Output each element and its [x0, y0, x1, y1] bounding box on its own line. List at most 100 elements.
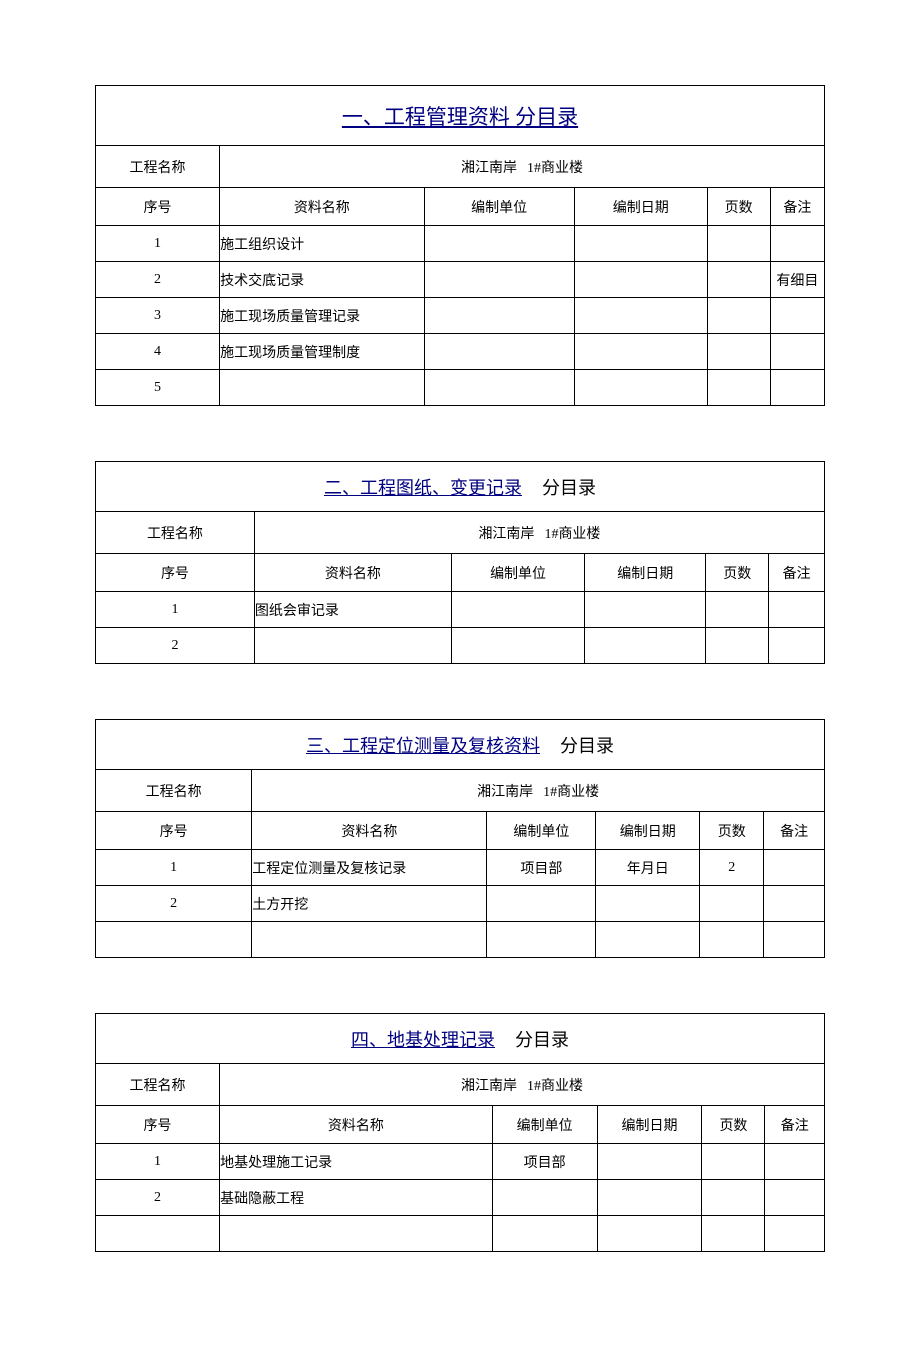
cell-pages [707, 334, 770, 370]
cell-date [574, 226, 707, 262]
cell-date [596, 922, 700, 958]
section-title-main: 四、地基处理记录 [351, 1030, 495, 1050]
cell-unit [492, 1180, 597, 1216]
table-row: 1工程定位测量及复核记录项目部年月日2 [96, 850, 825, 886]
cell-seq: 1 [96, 592, 255, 628]
project-name-value: 湘江南岸1#商业楼 [220, 146, 825, 188]
table-row: 2基础隐蔽工程 [96, 1180, 825, 1216]
table-row: 2 [96, 628, 825, 664]
cell-date [597, 1180, 702, 1216]
cell-notes: 有细目 [770, 262, 824, 298]
cell-unit [487, 886, 596, 922]
cell-pages [707, 298, 770, 334]
header-pages: 页数 [706, 554, 769, 592]
cell-unit: 项目部 [487, 850, 596, 886]
cell-date [597, 1144, 702, 1180]
cell-notes [765, 1180, 825, 1216]
header-unit: 编制单位 [424, 188, 574, 226]
cell-unit [487, 922, 596, 958]
header-unit: 编制单位 [487, 812, 596, 850]
section-table-4: 四、地基处理记录分目录工程名称湘江南岸1#商业楼序号资料名称编制单位编制日期页数… [95, 1013, 825, 1252]
table-row: 2技术交底记录 有细目 [96, 262, 825, 298]
header-name: 资料名称 [252, 812, 487, 850]
cell-notes [765, 1216, 825, 1252]
cell-seq: 2 [96, 262, 220, 298]
section-title: 一、工程管理资料 分目录 [96, 86, 825, 146]
cell-notes [764, 850, 825, 886]
project-suffix: 1#商业楼 [544, 527, 600, 542]
cell-pages: 2 [700, 850, 764, 886]
cell-date [585, 628, 706, 664]
cell-seq: 4 [96, 334, 220, 370]
cell-notes [769, 628, 825, 664]
section-title: 二、工程图纸、变更记录分目录 [96, 462, 825, 512]
table-row [96, 1216, 825, 1252]
cell-name: 基础隐蔽工程 [220, 1180, 493, 1216]
header-seq: 序号 [96, 554, 255, 592]
table-row: 3施工现场质量管理记录 [96, 298, 825, 334]
cell-unit [424, 370, 574, 406]
project-name-label: 工程名称 [96, 770, 252, 812]
table-row: 4施工现场质量管理制度 [96, 334, 825, 370]
header-date: 编制日期 [574, 188, 707, 226]
cell-name: 施工组织设计 [220, 226, 424, 262]
cell-pages [700, 886, 764, 922]
header-pages: 页数 [702, 1106, 765, 1144]
cell-notes [769, 592, 825, 628]
header-notes: 备注 [765, 1106, 825, 1144]
section-table-1: 一、工程管理资料 分目录工程名称湘江南岸1#商业楼序号资料名称编制单位编制日期页… [95, 85, 825, 406]
cell-pages [707, 370, 770, 406]
cell-name [254, 628, 451, 664]
project-suffix: 1#商业楼 [543, 785, 599, 800]
header-name: 资料名称 [220, 188, 424, 226]
project-name-value: 湘江南岸1#商业楼 [252, 770, 825, 812]
cell-seq: 5 [96, 370, 220, 406]
cell-unit [424, 262, 574, 298]
header-seq: 序号 [96, 1106, 220, 1144]
project-name-label: 工程名称 [96, 512, 255, 554]
header-pages: 页数 [707, 188, 770, 226]
cell-pages [702, 1144, 765, 1180]
project-prefix: 湘江南岸 [477, 785, 543, 800]
header-notes: 备注 [764, 812, 825, 850]
cell-pages [706, 592, 769, 628]
cell-date [574, 370, 707, 406]
cell-date [574, 298, 707, 334]
cell-seq [96, 922, 252, 958]
cell-unit [424, 298, 574, 334]
cell-unit [451, 592, 584, 628]
cell-seq: 3 [96, 298, 220, 334]
cell-seq: 2 [96, 628, 255, 664]
header-notes: 备注 [770, 188, 824, 226]
section-title-main: 三、工程定位测量及复核资料 [306, 736, 540, 756]
cell-name: 技术交底记录 [220, 262, 424, 298]
table-row: 1地基处理施工记录项目部 [96, 1144, 825, 1180]
project-name-value: 湘江南岸1#商业楼 [220, 1064, 825, 1106]
cell-notes [770, 334, 824, 370]
header-date: 编制日期 [596, 812, 700, 850]
section-title-suffix: 分目录 [522, 478, 596, 498]
cell-name [220, 370, 424, 406]
header-date: 编制日期 [585, 554, 706, 592]
cell-notes [765, 1144, 825, 1180]
cell-unit [424, 334, 574, 370]
cell-seq [96, 1216, 220, 1252]
section-table-2: 二、工程图纸、变更记录分目录工程名称湘江南岸1#商业楼序号资料名称编制单位编制日… [95, 461, 825, 664]
cell-pages [702, 1180, 765, 1216]
project-name-value: 湘江南岸1#商业楼 [254, 512, 824, 554]
cell-pages [707, 226, 770, 262]
header-unit: 编制单位 [492, 1106, 597, 1144]
cell-name: 施工现场质量管理记录 [220, 298, 424, 334]
project-prefix: 湘江南岸 [461, 161, 527, 176]
cell-name: 工程定位测量及复核记录 [252, 850, 487, 886]
header-date: 编制日期 [597, 1106, 702, 1144]
section-title-suffix: 分目录 [540, 736, 614, 756]
project-suffix: 1#商业楼 [527, 1079, 583, 1094]
table-row [96, 922, 825, 958]
project-name-label: 工程名称 [96, 146, 220, 188]
tables-container: 一、工程管理资料 分目录工程名称湘江南岸1#商业楼序号资料名称编制单位编制日期页… [95, 85, 825, 1252]
header-seq: 序号 [96, 812, 252, 850]
cell-name: 图纸会审记录 [254, 592, 451, 628]
cell-notes [770, 226, 824, 262]
project-prefix: 湘江南岸 [478, 527, 544, 542]
